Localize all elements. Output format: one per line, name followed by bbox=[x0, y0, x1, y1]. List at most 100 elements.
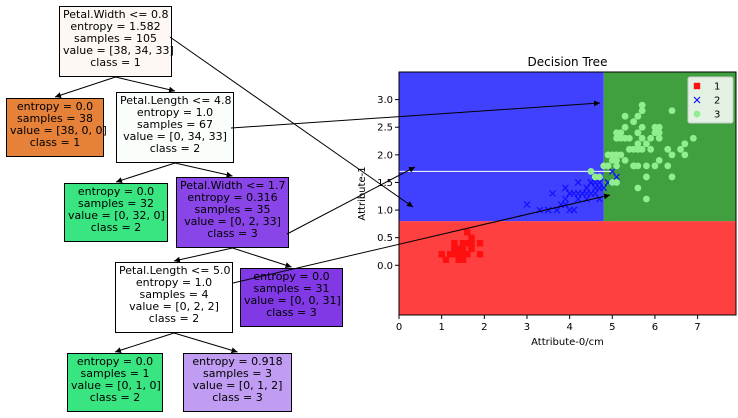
node-text-line: value = [0, 1, 2] bbox=[192, 379, 283, 392]
decision-region-class-2 bbox=[399, 72, 604, 222]
point-class-3 bbox=[621, 156, 629, 164]
point-class-3 bbox=[655, 123, 663, 131]
node-text-line: entropy = 0.918 bbox=[192, 355, 283, 368]
point-class-1 bbox=[464, 228, 471, 236]
node-text-line: samples = 31 bbox=[253, 282, 330, 295]
x-tick-label: 2 bbox=[481, 322, 487, 333]
point-class-3 bbox=[596, 173, 603, 181]
point-class-3 bbox=[638, 134, 646, 142]
point-class-3 bbox=[613, 162, 620, 170]
point-class-3 bbox=[681, 151, 689, 159]
tree-node-leaf-mixed: entropy = 0.918 samples = 3 value = [0, 1,… bbox=[183, 353, 292, 412]
point-class-1 bbox=[442, 256, 450, 263]
node-text-line: value = [0, 1, 0] bbox=[71, 379, 161, 392]
point-class-3 bbox=[643, 195, 650, 203]
point-class-3 bbox=[638, 101, 646, 109]
point-class-1 bbox=[451, 251, 458, 258]
point-class-1 bbox=[468, 245, 475, 252]
node-text-line: entropy = 1.582 bbox=[70, 20, 161, 33]
tree-node-petal-length-split: Petal.Length <= 4.8 entropy = 1.0 samples … bbox=[116, 92, 234, 163]
x-tick-label: 4 bbox=[566, 322, 572, 333]
node-text-line: Petal.Width <= 0.8 bbox=[63, 8, 169, 21]
point-class-1 bbox=[476, 251, 484, 258]
tree-edge bbox=[173, 247, 233, 263]
tree-edge bbox=[115, 162, 176, 184]
point-class-3 bbox=[617, 134, 625, 142]
node-text-line: samples = 105 bbox=[74, 32, 157, 45]
decision-boundary-chart: 0 1 2 3 4 5 6 7 0.0 0.5 1.0 1.5 2.0 2.5 3.0 Decision Tr… bbox=[357, 55, 737, 348]
point-class-1 bbox=[476, 240, 484, 247]
legend-label: 2 bbox=[714, 96, 720, 107]
tree-edge bbox=[232, 247, 292, 269]
tree-node-leaf-class1: entropy = 0.0 samples = 38 value = [38, 0,… bbox=[6, 98, 107, 157]
point-class-3 bbox=[664, 162, 672, 170]
point-class-3 bbox=[664, 145, 672, 153]
node-text-line: entropy = 0.0 bbox=[16, 100, 94, 113]
node-text-line: value = [38, 0, 0] bbox=[10, 124, 107, 137]
node-text-line: samples = 38 bbox=[17, 112, 93, 125]
chart-title: Decision Tree bbox=[528, 55, 608, 69]
node-text-line: class = 3 bbox=[207, 227, 258, 240]
tree-edge bbox=[115, 76, 176, 93]
decision-region-class-3 bbox=[603, 171, 613, 222]
legend-marker bbox=[693, 96, 701, 104]
x-tick-label: 0 bbox=[396, 322, 402, 333]
point-class-3 bbox=[625, 145, 633, 153]
node-text-line: value = [0, 2, 2] bbox=[129, 300, 219, 313]
point-class-1 bbox=[451, 240, 458, 247]
tree-node-leaf-class2-single: entropy = 0.0 samples = 1 value = [0, 1, 0… bbox=[67, 353, 163, 412]
decision-region-class-1 bbox=[399, 221, 736, 315]
x-tick-label: 6 bbox=[652, 322, 658, 333]
node-text-line: samples = 1 bbox=[80, 367, 150, 380]
tree-edge bbox=[114, 332, 175, 354]
point-class-3 bbox=[613, 179, 620, 186]
point-class-3 bbox=[630, 118, 638, 126]
node-text-line: value = [0, 32, 0] bbox=[68, 209, 165, 222]
tree-edge bbox=[173, 332, 238, 354]
node-text-line: entropy = 0.0 bbox=[76, 355, 154, 368]
node-text-line: value = [0, 0, 31] bbox=[244, 294, 341, 307]
point-class-1 bbox=[451, 245, 458, 252]
point-class-2 bbox=[608, 167, 616, 175]
node-text-line: class = 1 bbox=[29, 136, 81, 149]
tree-node-petal-width-split: Petal.Width <= 1.7 entropy = 0.316 samples… bbox=[176, 177, 289, 248]
point-class-2 bbox=[574, 179, 582, 186]
point-class-3 bbox=[655, 156, 663, 164]
point-class-3 bbox=[638, 123, 646, 131]
point-class-3 bbox=[634, 145, 642, 153]
point-class-3 bbox=[681, 140, 689, 148]
x-tick-label: 7 bbox=[694, 322, 700, 333]
x-axis-label: Attribute-0/cm bbox=[531, 337, 604, 348]
tree-node-leaf-class3-pure: entropy = 0.0 samples = 31 value = [0, 0, … bbox=[240, 268, 343, 327]
point-class-3 bbox=[668, 173, 676, 181]
point-class-3 bbox=[634, 184, 642, 192]
point-class-3 bbox=[643, 140, 650, 148]
point-class-1 bbox=[459, 245, 467, 252]
node-text-line: class = 3 bbox=[266, 306, 317, 319]
point-class-3 bbox=[600, 162, 608, 170]
point-class-3 bbox=[617, 129, 625, 137]
point-class-1 bbox=[459, 251, 467, 258]
point-class-3 bbox=[621, 123, 629, 131]
point-class-3 bbox=[625, 134, 633, 142]
point-class-3 bbox=[608, 156, 616, 164]
y-tick-label: 2.0 bbox=[377, 150, 393, 161]
point-class-2 bbox=[587, 179, 595, 186]
y-tick-label: 0.0 bbox=[377, 261, 393, 272]
point-class-3 bbox=[643, 173, 650, 181]
point-class-2 bbox=[613, 173, 620, 181]
legend-marker bbox=[693, 110, 701, 118]
legend-label: 3 bbox=[714, 110, 720, 121]
node-text-line: samples = 3 bbox=[203, 367, 272, 380]
y-tick-label: 0.5 bbox=[377, 233, 393, 244]
node-text-line: samples = 32 bbox=[78, 197, 154, 210]
point-class-3 bbox=[634, 140, 642, 148]
tree-node-petal-length-5-split: Petal.Length <= 5.0 entropy = 1.0 samples … bbox=[115, 262, 233, 333]
point-class-1 bbox=[438, 251, 445, 258]
point-class-3 bbox=[655, 134, 663, 142]
point-class-2 bbox=[583, 184, 591, 192]
point-class-1 bbox=[468, 234, 475, 241]
node-text-line: Petal.Length <= 5.0 bbox=[119, 264, 231, 277]
node-text-line: entropy = 0.0 bbox=[77, 185, 155, 198]
y-tick-label: 1.5 bbox=[377, 178, 393, 189]
